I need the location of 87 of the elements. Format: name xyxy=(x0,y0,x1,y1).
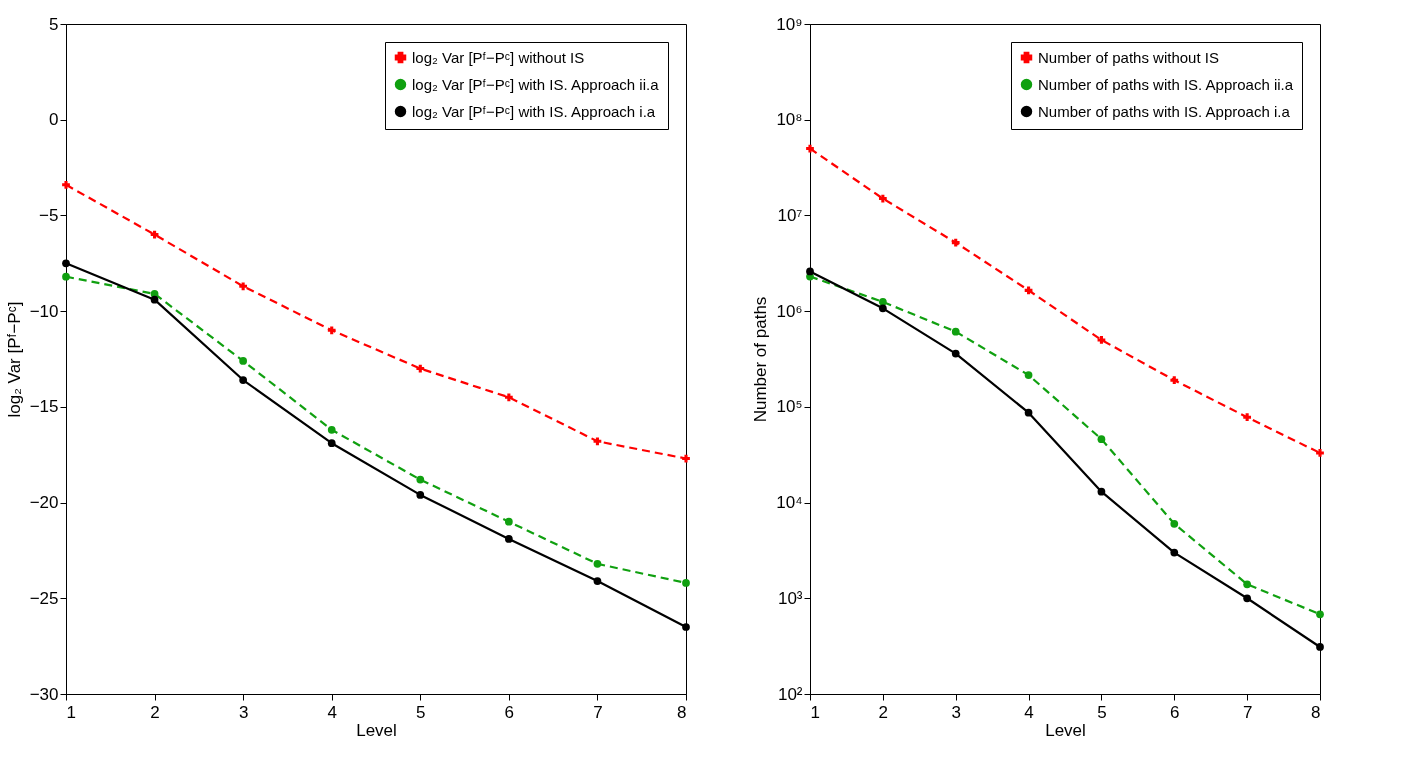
point xyxy=(327,439,336,448)
point xyxy=(1316,449,1324,457)
point xyxy=(1170,548,1179,557)
point xyxy=(1170,376,1179,385)
y-tick-label: 10⁹ xyxy=(776,14,803,34)
point xyxy=(951,349,960,358)
y-tick-label: −10 xyxy=(29,301,59,321)
point xyxy=(878,304,887,313)
point xyxy=(951,238,960,247)
point xyxy=(951,327,960,336)
y-tick-label: 10⁷ xyxy=(777,205,803,225)
point xyxy=(1243,594,1252,603)
y-tick-label: 10⁸ xyxy=(776,110,803,130)
x-tick-label: 7 xyxy=(1242,702,1253,722)
y-tick-label: 10⁶ xyxy=(776,301,803,321)
point xyxy=(504,393,513,402)
point xyxy=(1024,371,1033,379)
y-tick-label: 0 xyxy=(49,110,59,130)
point xyxy=(806,267,814,276)
point xyxy=(239,357,248,365)
point xyxy=(239,282,248,291)
point xyxy=(682,579,690,587)
point xyxy=(1170,519,1179,528)
y-tick-label: −25 xyxy=(29,588,59,608)
y-tick-label: 10² xyxy=(777,684,803,704)
point xyxy=(1243,580,1252,589)
point xyxy=(327,425,336,434)
x-tick-label: 5 xyxy=(416,702,426,722)
y-tick-label: 5 xyxy=(49,14,59,34)
point xyxy=(504,517,513,526)
point xyxy=(878,194,887,203)
point xyxy=(62,272,70,281)
x-tick-label: 7 xyxy=(593,702,603,722)
x-tick-label: 8 xyxy=(1311,702,1321,722)
point xyxy=(416,364,425,373)
legend-label: Number of paths with IS. Approach ii.a xyxy=(1038,75,1294,93)
point xyxy=(416,491,425,499)
point xyxy=(593,437,602,446)
point xyxy=(1316,643,1324,651)
x-tick-label: 4 xyxy=(1024,702,1034,722)
y-tick-label: −30 xyxy=(29,684,59,704)
point xyxy=(62,180,70,189)
point xyxy=(150,295,159,304)
y-tick-label: 10⁴ xyxy=(776,493,803,513)
point xyxy=(1024,286,1033,295)
point xyxy=(62,259,70,268)
x-axis-title: Level xyxy=(356,720,397,740)
x-tick-label: 6 xyxy=(1170,702,1180,722)
point xyxy=(416,475,425,484)
x-tick-label: 1 xyxy=(810,702,820,722)
y-tick-label: 10⁵ xyxy=(776,397,803,417)
point xyxy=(806,144,814,153)
point xyxy=(1316,610,1324,619)
y-tick-label: −20 xyxy=(29,493,59,513)
x-tick-label: 5 xyxy=(1097,702,1107,722)
point xyxy=(682,454,690,463)
x-tick-label: 2 xyxy=(878,702,889,722)
point xyxy=(1024,408,1033,417)
legend-label: Number of paths without IS xyxy=(1038,48,1219,66)
x-tick-label: 3 xyxy=(238,702,249,722)
point xyxy=(878,298,887,306)
x-tick-label: 8 xyxy=(677,702,687,722)
y-tick-label: −5 xyxy=(39,205,59,225)
y-tick-label: −15 xyxy=(29,397,59,417)
legend-label: log₂ Var [Pᶠ−Pᶜ] without IS xyxy=(412,48,585,66)
point xyxy=(327,326,336,335)
point xyxy=(682,623,690,631)
x-tick-label: 1 xyxy=(66,702,76,722)
point xyxy=(504,535,513,543)
x-axis-title: Level xyxy=(1045,720,1086,740)
legend-label: log₂ Var [Pᶠ−Pᶜ] with IS. Approach ii.a xyxy=(412,75,660,93)
x-tick-label: 4 xyxy=(327,702,337,722)
y-axis-title: Number of paths xyxy=(751,296,771,423)
point xyxy=(1097,336,1106,344)
legend-label: log₂ Var [Pᶠ−Pᶜ] with IS. Approach i.a xyxy=(412,102,656,120)
y-axis-title: log₂ Var [Pᶠ−Pᶜ] xyxy=(4,301,24,418)
point xyxy=(593,559,602,568)
legend-label: Number of paths with IS. Approach i.a xyxy=(1038,102,1291,120)
point xyxy=(239,376,248,384)
point xyxy=(593,577,602,585)
point xyxy=(1097,487,1106,496)
x-tick-label: 3 xyxy=(951,702,961,722)
point xyxy=(1243,413,1252,422)
x-tick-label: 6 xyxy=(504,702,515,722)
point xyxy=(1097,435,1106,443)
y-tick-label: 10³ xyxy=(777,588,803,608)
x-tick-label: 2 xyxy=(150,702,160,722)
